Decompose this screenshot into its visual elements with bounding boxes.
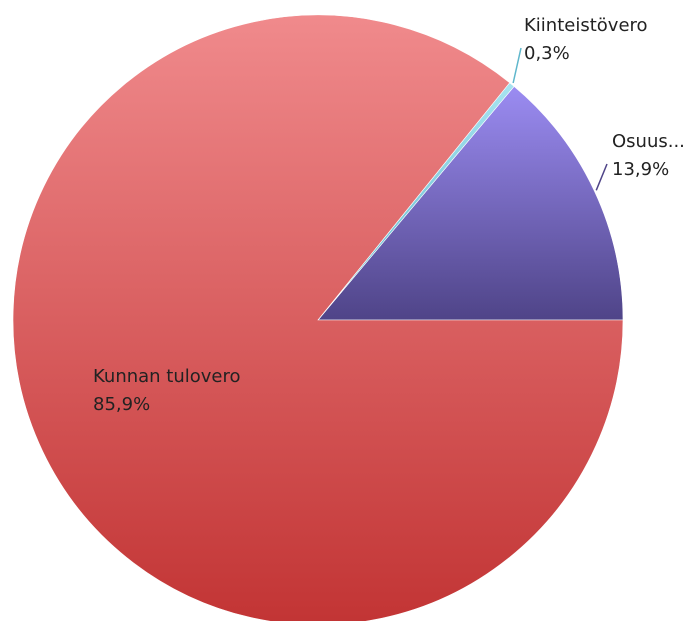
leader-line-kiinteist-vero (512, 47, 522, 84)
slice-label-osuus: Osuus... 13,9% (612, 131, 685, 180)
slice-label-kunnan-tulovero: Kunnan tulovero 85,9% (93, 366, 241, 415)
pie-slices (12, 14, 624, 625)
pie-slice-osuus (317, 85, 624, 321)
slice-label-value: 0,3% (524, 43, 570, 64)
leader-lines (512, 47, 608, 191)
slice-labels: Osuus... 13,9% Kiinteistövero 0,3% Kunnan tu… (93, 15, 685, 415)
slice-label-value: 13,9% (612, 159, 669, 180)
slice-label-kiinteist-vero: Kiinteistövero 0,3% (524, 15, 648, 64)
slice-label-name: Osuus... (612, 131, 685, 152)
slice-label-value: 85,9% (93, 394, 150, 415)
slice-label-name: Kunnan tulovero (93, 366, 241, 387)
slice-label-name: Kiinteistövero (524, 15, 648, 36)
leader-line-osuus (595, 163, 608, 191)
pie-slice-kunnan-tulovero (12, 14, 624, 625)
